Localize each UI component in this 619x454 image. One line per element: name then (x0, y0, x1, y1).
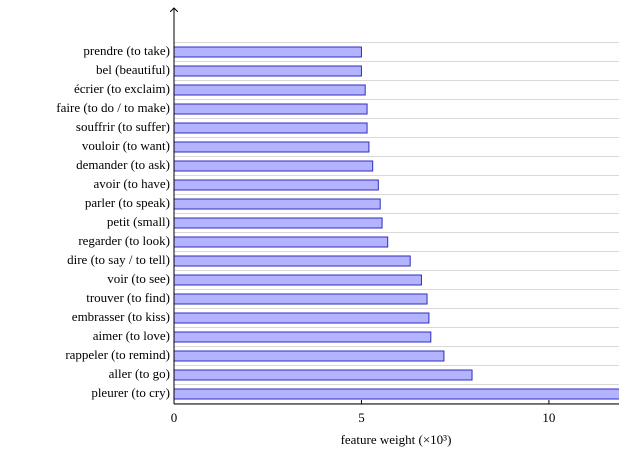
bar (174, 103, 368, 115)
y-tick-label: vouloir (to want) (82, 138, 170, 153)
bar (174, 160, 374, 172)
plot-area (174, 42, 619, 404)
y-tick-label: regarder (to look) (78, 233, 170, 248)
x-axis-label: feature weight (×10³) (341, 432, 452, 447)
bar (174, 141, 370, 153)
bar (174, 369, 473, 381)
x-tick-label: 5 (358, 410, 365, 425)
y-tick-label: aimer (to love) (93, 328, 170, 343)
y-tick-label: faire (to do / to make) (56, 100, 170, 115)
x-tick-label: 0 (171, 410, 178, 425)
bar (174, 46, 362, 58)
bar (174, 179, 379, 191)
bar (174, 388, 619, 400)
bar (174, 255, 411, 267)
y-tick-label: parler (to speak) (85, 195, 170, 210)
bar (174, 198, 381, 210)
y-tick-label: embrasser (to kiss) (72, 309, 170, 324)
y-tick-label: pleurer (to cry) (91, 385, 170, 400)
bar (174, 217, 383, 229)
y-tick-label: écrier (to exclaim) (74, 81, 170, 96)
y-tick-label: petit (small) (107, 214, 170, 229)
bar (174, 274, 422, 286)
y-tick-label: trouver (to find) (86, 290, 170, 305)
bar (174, 65, 362, 77)
y-tick-label: dire (to say / to tell) (67, 252, 170, 267)
bar (174, 312, 430, 324)
y-tick-label: avoir (to have) (93, 176, 170, 191)
bar (174, 122, 368, 134)
x-tick-label: 10 (542, 410, 555, 425)
y-tick-label: souffrir (to suffer) (76, 119, 170, 134)
bar (174, 84, 366, 96)
bar (174, 350, 445, 362)
bar (174, 293, 428, 305)
y-tick-label: rappeler (to remind) (65, 347, 170, 362)
bar (174, 236, 389, 248)
bar (174, 331, 432, 343)
y-tick-label: prendre (to take) (83, 43, 170, 58)
y-tick-label: aller (to go) (109, 366, 170, 381)
y-tick-label: voir (to see) (107, 271, 170, 286)
y-tick-label: demander (to ask) (76, 157, 170, 172)
y-tick-label: bel (beautiful) (96, 62, 170, 77)
